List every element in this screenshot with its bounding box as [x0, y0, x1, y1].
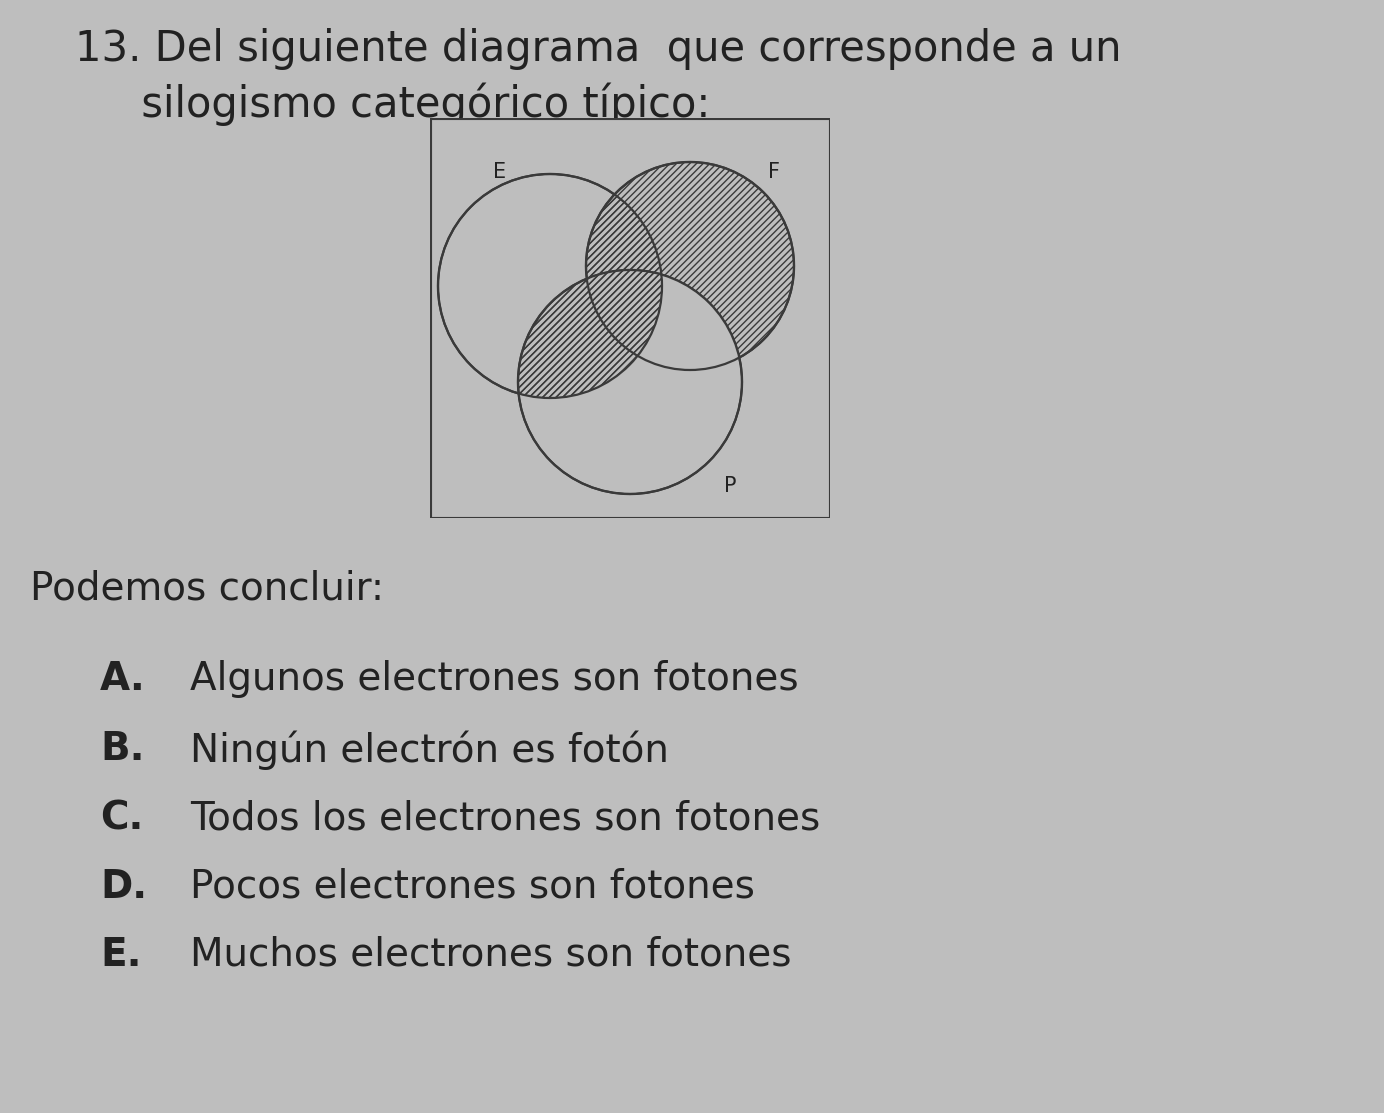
Circle shape	[585, 162, 794, 370]
Text: A.: A.	[100, 660, 145, 698]
Text: Algunos electrones son fotones: Algunos electrones son fotones	[190, 660, 799, 698]
Text: E.: E.	[100, 936, 141, 974]
Text: Ningún electrón es fotón: Ningún electrón es fotón	[190, 730, 668, 769]
Circle shape	[518, 270, 742, 494]
Text: C.: C.	[100, 800, 144, 838]
Text: silogismo categórico típico:: silogismo categórico típico:	[75, 82, 710, 126]
Text: F: F	[768, 162, 781, 183]
Text: P: P	[724, 476, 736, 496]
Text: Pocos electrones son fotones: Pocos electrones son fotones	[190, 868, 754, 906]
Circle shape	[437, 174, 662, 398]
Text: B.: B.	[100, 730, 144, 768]
Text: Todos los electrones son fotones: Todos los electrones son fotones	[190, 800, 821, 838]
Text: E: E	[494, 162, 507, 183]
Text: Muchos electrones son fotones: Muchos electrones son fotones	[190, 936, 792, 974]
Text: Podemos concluir:: Podemos concluir:	[30, 570, 383, 608]
Text: 13. Del siguiente diagrama  que corresponde a un: 13. Del siguiente diagrama que correspon…	[75, 28, 1121, 70]
Text: D.: D.	[100, 868, 147, 906]
Circle shape	[518, 270, 742, 494]
